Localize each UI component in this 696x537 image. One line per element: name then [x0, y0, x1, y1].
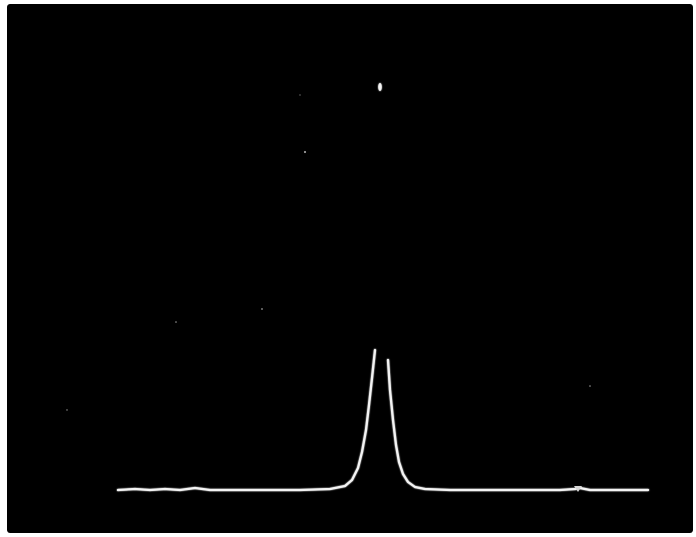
peak-top-dot	[378, 83, 382, 91]
dark-background	[7, 4, 693, 533]
spectral-trace-line	[116, 348, 650, 492]
background-specks	[66, 94, 591, 411]
baseline-marker	[574, 486, 582, 492]
